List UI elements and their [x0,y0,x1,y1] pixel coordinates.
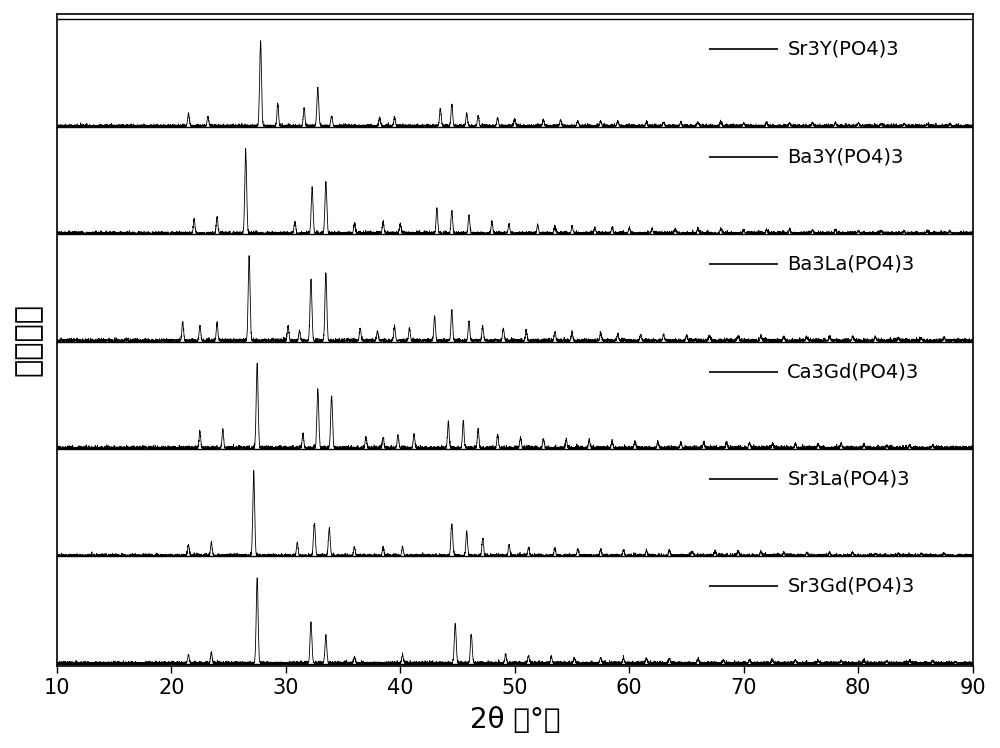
Text: Ca3Gd(PO4)3: Ca3Gd(PO4)3 [787,362,920,381]
Y-axis label: 相对强度: 相对强度 [14,304,43,376]
Text: Ba3La(PO4)3: Ba3La(PO4)3 [787,255,915,274]
Text: Sr3Gd(PO4)3: Sr3Gd(PO4)3 [787,577,915,596]
Text: Ba3Y(PO4)3: Ba3Y(PO4)3 [787,147,904,166]
X-axis label: 2θ （°）: 2θ （°） [470,706,560,734]
Text: Sr3La(PO4)3: Sr3La(PO4)3 [787,470,910,488]
Text: Sr3Y(PO4)3: Sr3Y(PO4)3 [787,40,899,59]
